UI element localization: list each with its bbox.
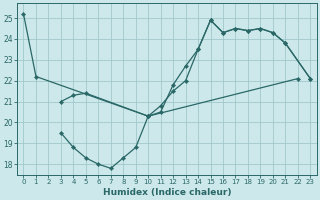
X-axis label: Humidex (Indice chaleur): Humidex (Indice chaleur) [103,188,231,197]
